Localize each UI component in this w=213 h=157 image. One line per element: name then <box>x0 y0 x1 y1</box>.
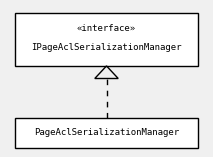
Text: PageAclSerializationManager: PageAclSerializationManager <box>34 128 179 137</box>
Text: IPageAclSerializationManager: IPageAclSerializationManager <box>31 43 182 52</box>
Text: «interface»: «interface» <box>77 24 136 33</box>
Bar <box>15 13 198 66</box>
Bar <box>15 118 198 148</box>
